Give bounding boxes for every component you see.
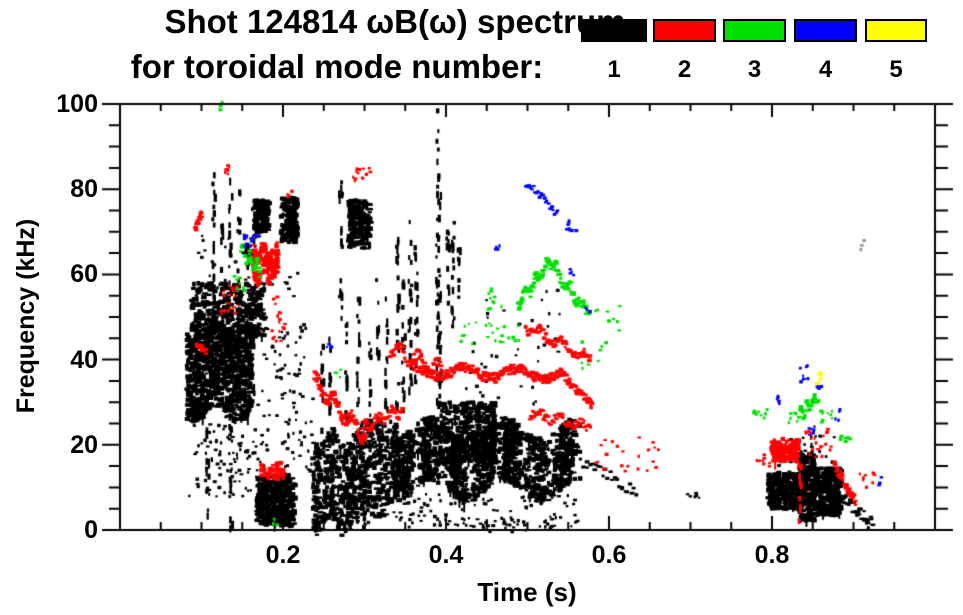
legend-swatch-mode-5 [865, 19, 927, 42]
legend-label-mode-4: 4 [818, 56, 833, 83]
x-tick-label-0.6: 0.6 [591, 541, 627, 569]
x-axis-title: Time (s) [477, 577, 577, 607]
y-tick-label-80: 80 [70, 175, 98, 204]
x-tick-label-0.2: 0.2 [265, 541, 301, 569]
y-tick-label-100: 100 [56, 90, 98, 118]
legend-swatch-mode-1 [581, 19, 647, 42]
y-tick-label-40: 40 [70, 345, 98, 374]
legend-swatch-mode-3 [723, 19, 786, 42]
legend-swatch-mode-4 [794, 19, 857, 42]
y-tick-label-60: 60 [70, 260, 98, 289]
legend-swatch-mode-2 [653, 19, 716, 42]
y-tick-label-0: 0 [84, 516, 98, 544]
x-tick-label-0.4: 0.4 [428, 541, 464, 569]
x-tick-label-0.8: 0.8 [754, 541, 790, 569]
chart-title-line1: Shot 124814 ωB(ω) spectrum [164, 3, 626, 40]
legend-label-mode-1: 1 [607, 56, 621, 83]
legend-label-mode-3: 3 [747, 56, 762, 83]
legend-label-mode-5: 5 [889, 56, 903, 83]
y-axis-title: Frequency (kHz) [12, 218, 40, 414]
y-tick-label-20: 20 [70, 430, 98, 459]
chart-title-line2: for toroidal mode number: [130, 48, 544, 85]
legend-label-mode-2: 2 [677, 56, 692, 83]
